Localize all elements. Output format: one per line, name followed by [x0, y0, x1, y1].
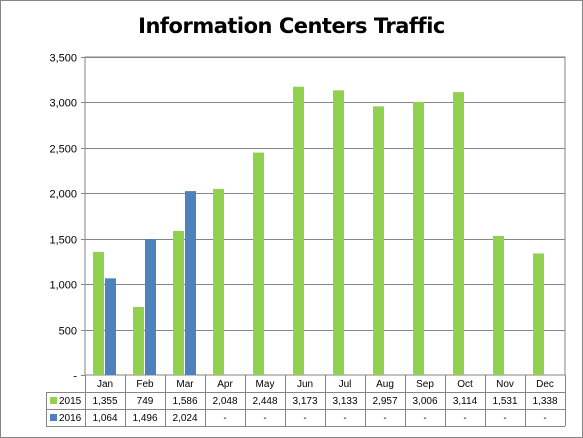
- legend-key-2016: [50, 414, 57, 421]
- y-tick-label: 2,000: [49, 189, 77, 201]
- y-tick-label: 3,500: [49, 53, 77, 65]
- y-tick-label: 1,500: [49, 235, 77, 247]
- y-tick-label: 2,500: [49, 144, 77, 156]
- x-tick-label: Jul: [339, 379, 352, 390]
- bar-2015-feb: [133, 306, 144, 375]
- table-cell-2015: 3,173: [292, 396, 317, 407]
- table-cell-2015: 3,133: [332, 396, 357, 407]
- bar-2015-aug: [373, 106, 384, 376]
- x-tick-label: Sep: [416, 379, 434, 390]
- bar-2015-mar: [173, 230, 184, 375]
- x-tick-label: Dec: [536, 379, 554, 390]
- bar-2016-jan: [105, 278, 116, 375]
- bar-2015-nov: [493, 235, 504, 375]
- table-cell-2015: 3,114: [453, 396, 478, 407]
- table-cell-2015: 2,048: [212, 396, 237, 407]
- x-tick-label: Mar: [176, 379, 194, 390]
- x-tick-label: Jan: [97, 379, 113, 390]
- legend-label-2016: 2016: [59, 413, 82, 424]
- table-cell-2016: -: [463, 413, 466, 424]
- table-cell-2015: 2,448: [252, 396, 277, 407]
- legend-key-2015: [50, 397, 57, 404]
- bar-2015-jul: [333, 90, 344, 375]
- x-tick-label: May: [256, 379, 275, 390]
- table-cell-2015: 749: [137, 396, 154, 407]
- table-cell-2015: 2,957: [372, 396, 397, 407]
- chart-title: Information Centers Traffic: [138, 14, 445, 38]
- table-cell-2016: 2,024: [172, 413, 197, 424]
- table-cell-2016: -: [423, 413, 426, 424]
- bar-2015-may: [253, 152, 264, 375]
- table-cell-2016: -: [223, 413, 226, 424]
- table-cell-2016: -: [263, 413, 266, 424]
- table-cell-2016: 1,496: [132, 413, 157, 424]
- y-tick-label: 1,000: [49, 280, 77, 292]
- legend-label-2015: 2015: [59, 396, 82, 407]
- table-cell-2016: -: [543, 413, 546, 424]
- table-cell-2015: 1,338: [532, 396, 557, 407]
- y-tick-label: -: [73, 371, 77, 383]
- bar-2015-apr: [213, 188, 224, 375]
- table-cell-2016: -: [343, 413, 346, 424]
- bar-2015-jan: [93, 251, 104, 375]
- table-cell-2016: -: [503, 413, 506, 424]
- table-cell-2015: 3,006: [412, 396, 437, 407]
- y-tick-label: 500: [59, 326, 77, 338]
- x-tick-label: Jun: [297, 379, 313, 390]
- bar-2015-sep: [413, 101, 424, 376]
- table-cell-2015: 1,586: [172, 396, 197, 407]
- bar-2015-dec: [533, 253, 544, 375]
- table-cell-2015: 1,355: [92, 396, 117, 407]
- x-tick-label: Feb: [136, 379, 154, 390]
- table-cell-2016: -: [383, 413, 386, 424]
- table-cell-2015: 1,531: [492, 396, 517, 407]
- bar-2015-oct: [453, 92, 464, 375]
- table-cell-2016: 1,064: [92, 413, 117, 424]
- x-tick-label: Nov: [496, 379, 514, 390]
- bar-2015-jun: [293, 86, 304, 375]
- bar-2016-feb: [145, 239, 156, 375]
- x-tick-label: Aug: [376, 379, 394, 390]
- x-tick-label: Apr: [217, 379, 233, 390]
- x-tick-label: Oct: [457, 379, 473, 390]
- bar-2016-mar: [185, 191, 196, 375]
- table-cell-2016: -: [303, 413, 306, 424]
- y-tick-label: 3,000: [49, 98, 77, 110]
